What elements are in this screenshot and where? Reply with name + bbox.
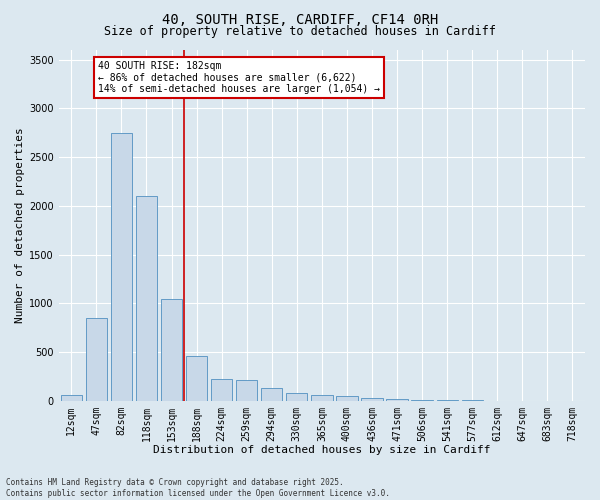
Text: 40, SOUTH RISE, CARDIFF, CF14 0RH: 40, SOUTH RISE, CARDIFF, CF14 0RH	[162, 12, 438, 26]
Bar	[136, 196, 157, 400]
Bar	[286, 394, 307, 400]
Bar	[311, 396, 332, 400]
Bar	[111, 133, 132, 400]
Bar	[236, 380, 257, 400]
Bar	[86, 318, 107, 400]
Y-axis label: Number of detached properties: Number of detached properties	[15, 128, 25, 323]
Bar	[211, 379, 232, 400]
Text: 40 SOUTH RISE: 182sqm
← 86% of detached houses are smaller (6,622)
14% of semi-d: 40 SOUTH RISE: 182sqm ← 86% of detached …	[98, 60, 380, 94]
Bar	[336, 396, 358, 400]
Bar	[186, 356, 207, 401]
Text: Size of property relative to detached houses in Cardiff: Size of property relative to detached ho…	[104, 25, 496, 38]
Text: Contains HM Land Registry data © Crown copyright and database right 2025.
Contai: Contains HM Land Registry data © Crown c…	[6, 478, 390, 498]
Bar	[161, 300, 182, 400]
Bar	[261, 388, 283, 400]
Bar	[61, 396, 82, 400]
X-axis label: Distribution of detached houses by size in Cardiff: Distribution of detached houses by size …	[153, 445, 491, 455]
Bar	[361, 398, 383, 400]
Bar	[386, 399, 408, 400]
